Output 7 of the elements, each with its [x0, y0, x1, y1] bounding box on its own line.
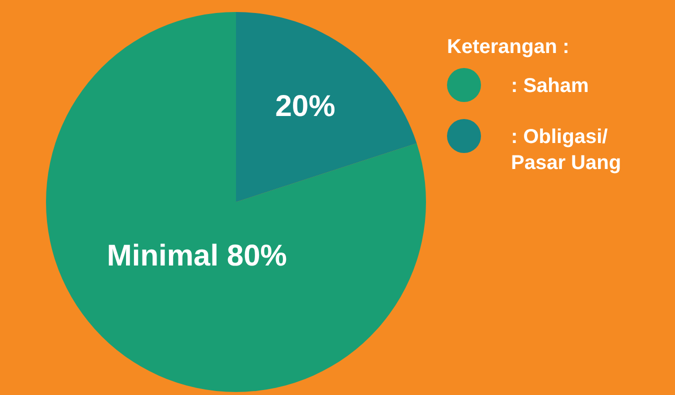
pie-slice: [46, 12, 426, 392]
pie-slice: [236, 12, 417, 202]
legend-label: : Obligasi/ Pasar Uang: [511, 125, 622, 176]
data-label: 20%: [275, 90, 336, 124]
legend-label: : Saham: [511, 74, 589, 99]
legend-title: Keterangan :: [447, 36, 570, 59]
data-label: Minimal 80%: [106, 239, 287, 272]
